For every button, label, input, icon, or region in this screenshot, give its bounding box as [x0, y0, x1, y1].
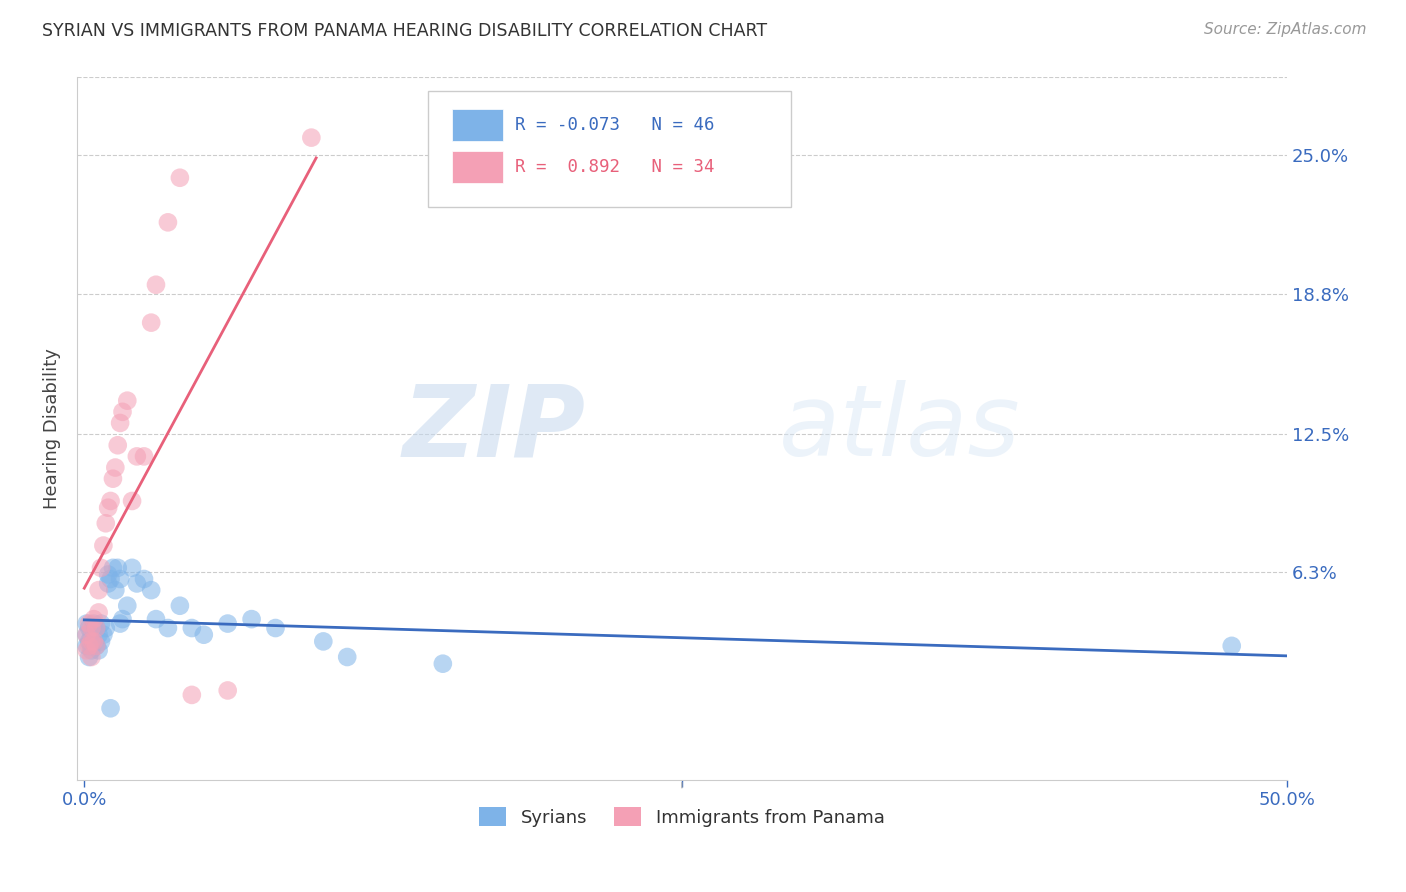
Text: atlas: atlas [779, 380, 1021, 477]
Point [108, 572, 131, 586]
Point [193, 628, 215, 642]
Point [145, 612, 167, 626]
Point [217, 616, 239, 631]
Point [107, 561, 129, 575]
Point [76, 639, 98, 653]
Point [101, 561, 124, 575]
Point [93, 539, 115, 553]
Point [84, 621, 107, 635]
Point [80, 650, 103, 665]
Point [83, 616, 105, 631]
Point [87, 606, 110, 620]
Point [111, 612, 134, 626]
Point [156, 215, 179, 229]
Point [141, 316, 163, 330]
Point [100, 701, 122, 715]
Point [80, 621, 103, 635]
Point [83, 634, 105, 648]
Y-axis label: Hearing Disability: Hearing Disability [44, 348, 60, 509]
Point [77, 621, 100, 635]
Point [87, 583, 110, 598]
Point [117, 599, 139, 613]
Point [432, 657, 454, 671]
Point [100, 494, 122, 508]
Point [104, 460, 127, 475]
Point [76, 628, 98, 642]
Text: R =  0.892   N = 34: R = 0.892 N = 34 [515, 158, 714, 177]
Point [312, 634, 335, 648]
Point [141, 583, 163, 598]
Point [132, 450, 155, 464]
Point [77, 650, 100, 665]
FancyBboxPatch shape [427, 92, 790, 207]
Point [97, 576, 120, 591]
Point [240, 612, 263, 626]
Point [217, 683, 239, 698]
Point [90, 616, 112, 631]
Point [80, 628, 103, 642]
Text: ZIP: ZIP [402, 380, 585, 477]
Point [169, 599, 191, 613]
Point [76, 628, 98, 642]
Point [90, 634, 112, 648]
Point [80, 634, 103, 648]
Point [336, 650, 359, 665]
Point [100, 572, 122, 586]
Point [180, 621, 202, 635]
Point [169, 170, 191, 185]
Text: SYRIAN VS IMMIGRANTS FROM PANAMA HEARING DISABILITY CORRELATION CHART: SYRIAN VS IMMIGRANTS FROM PANAMA HEARING… [42, 22, 768, 40]
Text: R = -0.073   N = 46: R = -0.073 N = 46 [515, 116, 714, 134]
Point [125, 450, 148, 464]
Legend: Syrians, Immigrants from Panama: Syrians, Immigrants from Panama [472, 800, 891, 834]
Point [87, 628, 110, 642]
Point [93, 628, 115, 642]
Point [84, 639, 107, 653]
Point [77, 616, 100, 631]
Point [77, 634, 100, 648]
Point [1220, 639, 1243, 653]
Text: Source: ZipAtlas.com: Source: ZipAtlas.com [1204, 22, 1367, 37]
Point [132, 572, 155, 586]
Point [111, 405, 134, 419]
Point [84, 639, 107, 653]
Point [83, 612, 105, 626]
Point [83, 634, 105, 648]
FancyBboxPatch shape [453, 151, 503, 184]
Point [264, 621, 287, 635]
Point [107, 438, 129, 452]
Point [145, 277, 167, 292]
Point [80, 639, 103, 653]
Point [97, 500, 120, 515]
FancyBboxPatch shape [453, 109, 503, 141]
Point [94, 621, 117, 635]
Point [80, 643, 103, 657]
Point [94, 516, 117, 531]
Point [77, 639, 100, 653]
Point [76, 616, 98, 631]
Point [125, 576, 148, 591]
Point [156, 621, 179, 635]
Point [84, 621, 107, 635]
Point [121, 494, 143, 508]
Point [97, 567, 120, 582]
Point [117, 393, 139, 408]
Point [121, 561, 143, 575]
Point [108, 616, 131, 631]
Point [90, 561, 112, 575]
Point [87, 643, 110, 657]
Point [104, 583, 127, 598]
Point [299, 130, 322, 145]
Point [101, 472, 124, 486]
Point [76, 643, 98, 657]
Point [108, 416, 131, 430]
Point [180, 688, 202, 702]
